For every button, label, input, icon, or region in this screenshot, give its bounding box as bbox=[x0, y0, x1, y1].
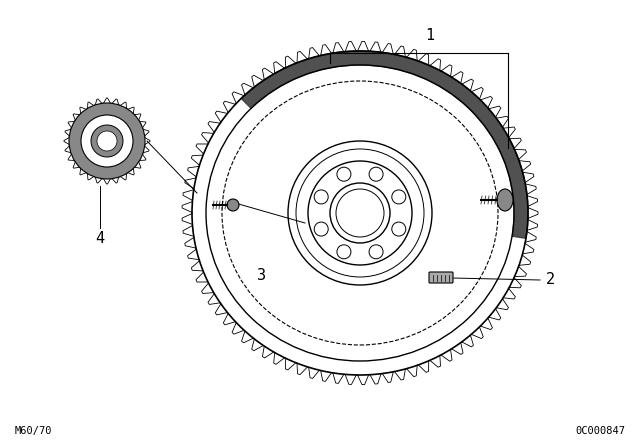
Ellipse shape bbox=[330, 183, 390, 243]
Text: 0C000847: 0C000847 bbox=[575, 426, 625, 436]
Ellipse shape bbox=[314, 190, 328, 204]
Ellipse shape bbox=[227, 199, 239, 211]
Text: 2: 2 bbox=[545, 272, 555, 288]
Text: 1: 1 bbox=[426, 27, 435, 43]
Ellipse shape bbox=[369, 167, 383, 181]
Ellipse shape bbox=[392, 222, 406, 236]
Ellipse shape bbox=[337, 167, 351, 181]
Ellipse shape bbox=[392, 190, 406, 204]
FancyBboxPatch shape bbox=[429, 272, 453, 283]
Ellipse shape bbox=[369, 245, 383, 259]
Text: 3: 3 bbox=[257, 267, 267, 283]
Ellipse shape bbox=[97, 131, 117, 151]
Ellipse shape bbox=[81, 115, 133, 167]
Polygon shape bbox=[241, 51, 528, 238]
Ellipse shape bbox=[337, 245, 351, 259]
Text: 4: 4 bbox=[95, 231, 104, 246]
Ellipse shape bbox=[314, 222, 328, 236]
Ellipse shape bbox=[497, 189, 513, 211]
Ellipse shape bbox=[336, 189, 384, 237]
Ellipse shape bbox=[69, 103, 145, 179]
Text: M60/70: M60/70 bbox=[15, 426, 52, 436]
Ellipse shape bbox=[91, 125, 123, 157]
